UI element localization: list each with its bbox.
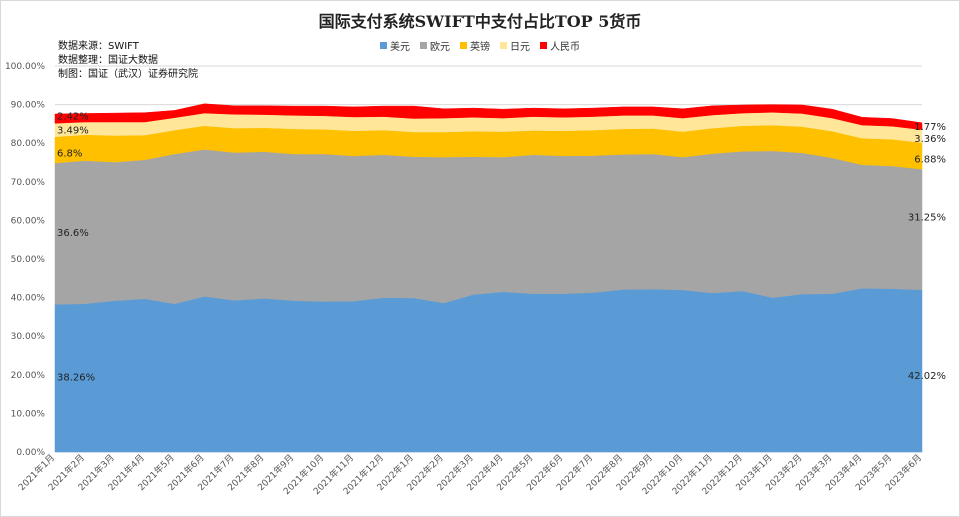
note-organizer: 数据整理：国证大数据 bbox=[58, 55, 158, 66]
legend-swatch bbox=[500, 42, 507, 49]
area-0 bbox=[54, 288, 923, 453]
legend-item: 日元 bbox=[500, 38, 530, 53]
legend-label: 英镑 bbox=[470, 42, 490, 53]
y-tick-label: 100.00% bbox=[5, 62, 45, 72]
y-tick-label: 90.00% bbox=[11, 101, 46, 111]
y-tick-label: 10.00% bbox=[11, 409, 46, 419]
note-maker: 制图：国证（武汉）证券研究院 bbox=[58, 69, 198, 80]
y-tick-label: 20.00% bbox=[11, 371, 46, 381]
legend-item: 英镑 bbox=[460, 38, 490, 53]
legend-swatch bbox=[420, 42, 427, 49]
data-label-last: 1.77% bbox=[914, 122, 946, 133]
area-4 bbox=[54, 103, 923, 130]
y-tick-label: 70.00% bbox=[11, 178, 46, 188]
note-source: 数据来源：SWIFT bbox=[58, 41, 139, 52]
legend-item: 欧元 bbox=[420, 38, 450, 53]
legend-item: 人民币 bbox=[540, 38, 580, 53]
legend-label: 日元 bbox=[510, 42, 530, 53]
y-tick-label: 30.00% bbox=[11, 332, 46, 342]
chart-notes: 数据来源：SWIFT 数据整理：国证大数据 制图：国证（武汉）证券研究院 bbox=[58, 40, 198, 82]
y-tick-label: 80.00% bbox=[11, 139, 46, 149]
chart-title: 国际支付系统SWIFT中支付占比TOP 5货币 bbox=[318, 12, 642, 31]
legend-swatch bbox=[380, 42, 387, 49]
data-label-last: 42.02% bbox=[908, 371, 946, 382]
legend-swatch bbox=[540, 42, 547, 49]
data-label-last: 6.88% bbox=[914, 154, 946, 165]
data-label-last: 3.36% bbox=[914, 134, 946, 145]
legend-label: 欧元 bbox=[430, 42, 450, 53]
data-label-first: 38.26% bbox=[57, 373, 95, 384]
data-label-first: 3.49% bbox=[57, 126, 89, 137]
legend-label: 人民币 bbox=[550, 42, 580, 53]
y-tick-label: 60.00% bbox=[11, 216, 46, 226]
data-label-last: 31.25% bbox=[908, 213, 946, 224]
y-tick-label: 50.00% bbox=[11, 255, 46, 265]
data-label-first: 2.42% bbox=[57, 111, 89, 122]
legend: 美元 欧元 英镑 日元 人民币 bbox=[380, 38, 580, 53]
legend-swatch bbox=[460, 42, 467, 49]
area-1 bbox=[54, 149, 923, 305]
y-tick-label: 0.00% bbox=[16, 448, 45, 458]
y-tick-label: 40.00% bbox=[11, 294, 46, 304]
legend-label: 美元 bbox=[390, 42, 410, 53]
data-label-first: 36.6% bbox=[57, 228, 89, 239]
legend-item: 美元 bbox=[380, 38, 410, 53]
data-label-first: 6.8% bbox=[57, 148, 82, 159]
